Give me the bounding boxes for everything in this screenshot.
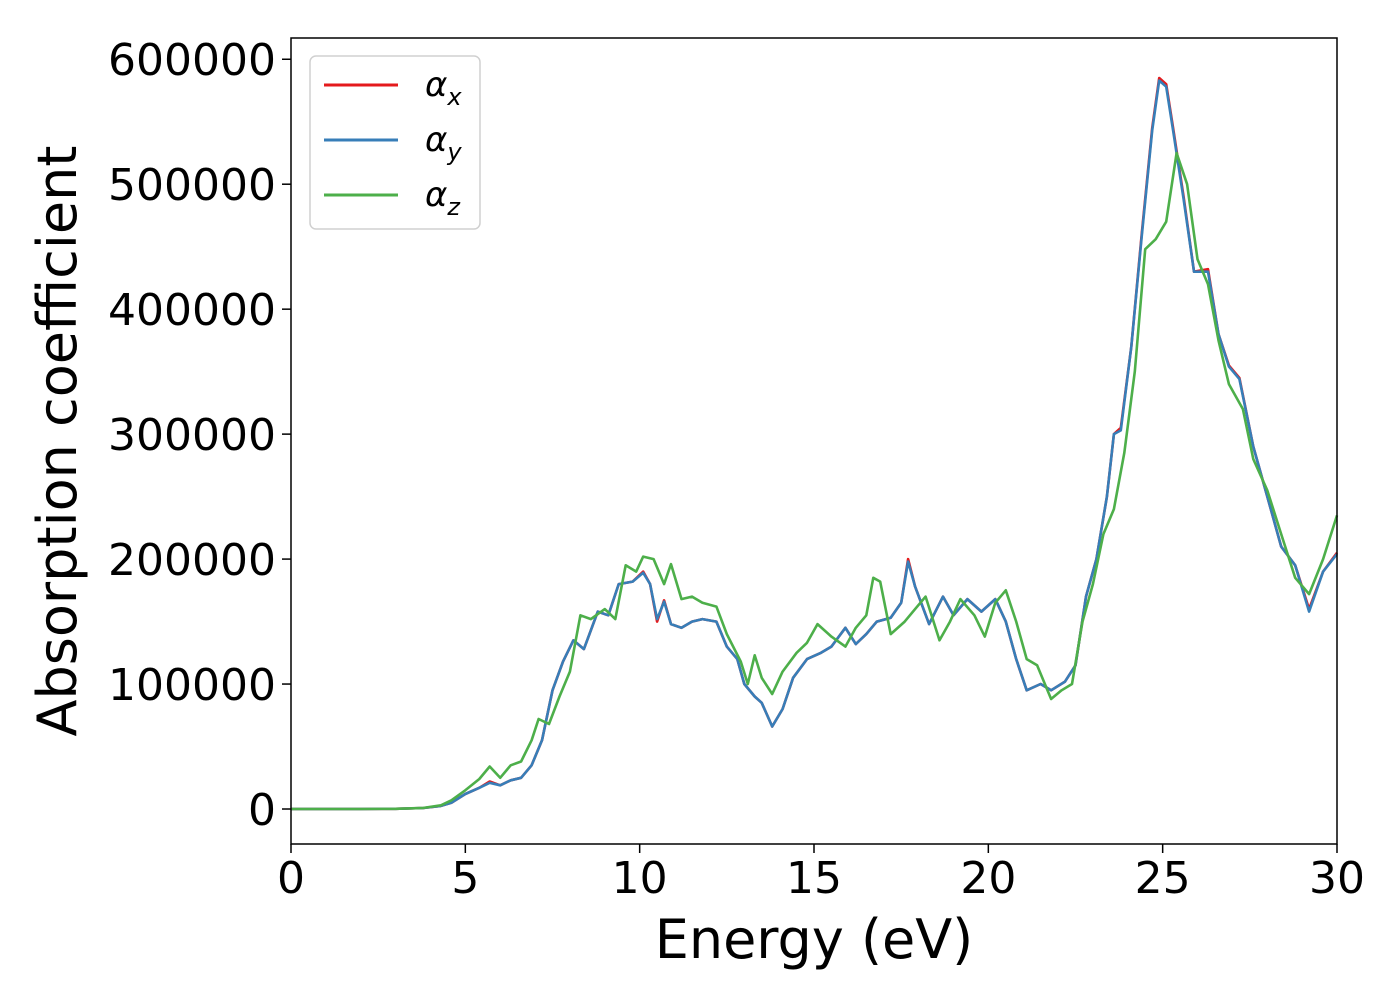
x-tick-label: 0 bbox=[277, 853, 305, 904]
y-tick-label: 600000 bbox=[108, 35, 276, 86]
y-tick-label: 300000 bbox=[108, 410, 276, 461]
series-line-z bbox=[291, 151, 1339, 811]
x-tick-label: 5 bbox=[451, 853, 479, 904]
y-tick-label: 400000 bbox=[108, 285, 276, 336]
y-tick-label: 200000 bbox=[108, 535, 276, 586]
series-layer bbox=[291, 76, 1339, 811]
y-tick-label: 0 bbox=[248, 785, 276, 836]
x-tick-label: 30 bbox=[1309, 853, 1365, 904]
x-axis-title: Energy (eV) bbox=[655, 908, 974, 971]
y-axis-title: Absorption coefficient bbox=[26, 146, 89, 737]
x-tick-label: 15 bbox=[786, 853, 842, 904]
y-tick-label: 500000 bbox=[108, 160, 276, 211]
legend-subscript-y: y bbox=[446, 138, 462, 166]
x-tick-label: 20 bbox=[960, 853, 1016, 904]
y-axis: 0 100000 200000 300000 400000 500000 600000 bbox=[108, 35, 291, 836]
legend-box bbox=[309, 55, 481, 230]
x-axis: 0 5 10 15 20 25 30 bbox=[277, 844, 1365, 904]
y-tick-label: 100000 bbox=[108, 660, 276, 711]
legend-subscript-x: x bbox=[446, 83, 462, 111]
x-tick-label: 10 bbox=[612, 853, 668, 904]
x-tick-label: 25 bbox=[1135, 853, 1191, 904]
legend-subscript-z: z bbox=[446, 193, 461, 221]
